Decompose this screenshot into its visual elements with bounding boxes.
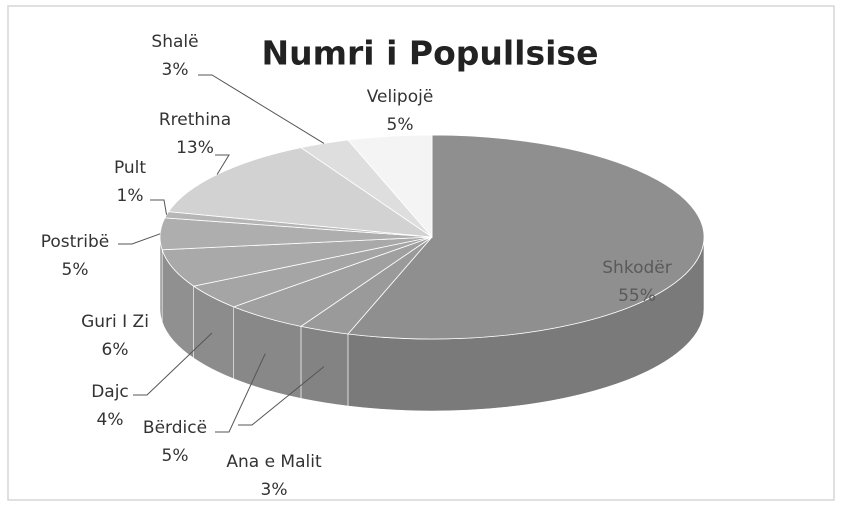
leader-line (118, 233, 161, 245)
slice-value-label: 5% (62, 260, 89, 280)
leader-line (198, 74, 325, 144)
leader-line (133, 332, 213, 396)
leader-line (150, 199, 168, 215)
slice-name: Shalë (151, 32, 198, 52)
slice-name: Dajc (91, 382, 129, 402)
slice-name: Ana e Malit (226, 452, 322, 472)
chart-title: Numri i Popullsise (262, 34, 599, 73)
slice-name: Pult (114, 158, 146, 178)
pie-slice (347, 134, 705, 340)
slice-name: Bërdicë (143, 418, 207, 438)
pie-side (300, 326, 349, 407)
slice-name: Rrethina (159, 110, 231, 130)
slice-value-label: 4% (97, 410, 124, 430)
slice-value-label: 5% (162, 446, 189, 466)
slice-value-label: 1% (117, 186, 144, 206)
slice-value-label: 3% (261, 480, 288, 500)
leader-line (215, 154, 230, 175)
pie-slice (347, 134, 433, 239)
slice-value-label: 6% (102, 340, 129, 360)
slice-value-label: 3% (162, 60, 189, 80)
slice-name: Velipojë (367, 87, 434, 107)
slice-name: Postribë (41, 232, 110, 252)
slice-name: Shkodër (602, 258, 671, 278)
leader-line (215, 353, 266, 433)
leader-line (238, 366, 325, 426)
slice-value-label: 13% (176, 138, 214, 158)
slice-value-label: 55% (618, 286, 656, 306)
slice-value-label: 5% (387, 115, 414, 135)
slice-name: Guri I Zi (81, 312, 149, 332)
